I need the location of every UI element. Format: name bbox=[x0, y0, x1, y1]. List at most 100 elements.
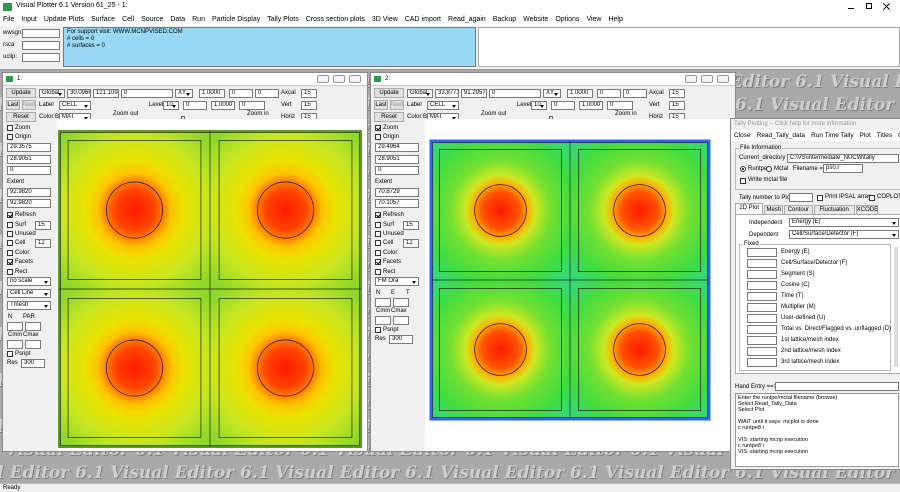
coords-field[interactable]: 121.1091 bbox=[93, 89, 119, 98]
vert-value[interactable]: 15 bbox=[301, 101, 317, 110]
radio[interactable] bbox=[740, 166, 746, 172]
tally-menu-item[interactable]: Read_Tally_data bbox=[756, 132, 806, 139]
window-button[interactable] bbox=[317, 75, 329, 83]
tab[interactable]: XCODE bbox=[855, 205, 879, 214]
checkbox[interactable] bbox=[869, 195, 875, 201]
hand-entry-field[interactable] bbox=[775, 382, 899, 391]
update-button[interactable]: Update bbox=[6, 88, 36, 98]
checkbox[interactable] bbox=[375, 268, 381, 275]
level-value[interactable]: 10 bbox=[531, 101, 547, 110]
checkbox[interactable] bbox=[375, 240, 381, 247]
tally-menu-item[interactable]: Titles bbox=[876, 132, 893, 139]
tally-menu-item[interactable]: Close bbox=[734, 132, 751, 139]
tally-number-field[interactable] bbox=[789, 193, 813, 202]
menu-item[interactable]: Cell bbox=[122, 16, 135, 23]
window-min-button[interactable] bbox=[846, 2, 856, 11]
coords-field[interactable]: 30.0966 bbox=[67, 89, 91, 98]
plot[interactable] bbox=[57, 119, 367, 451]
side-field[interactable]: 300 bbox=[389, 335, 413, 345]
side-field[interactable]: 70.1057 bbox=[375, 199, 419, 209]
factors-field[interactable]: 0 bbox=[255, 89, 279, 98]
side-field[interactable] bbox=[25, 340, 41, 350]
radio[interactable] bbox=[766, 166, 772, 172]
factors-field[interactable]: 1.0000 bbox=[567, 89, 593, 98]
side-field[interactable]: 0 bbox=[375, 166, 419, 176]
menu-item[interactable]: Cross section plots bbox=[305, 16, 365, 23]
checkbox[interactable] bbox=[7, 350, 13, 357]
fixed-field[interactable] bbox=[747, 248, 777, 257]
checkbox[interactable] bbox=[7, 240, 13, 247]
fixed-field[interactable] bbox=[747, 270, 777, 279]
factors-field[interactable]: 1.0000 bbox=[199, 89, 225, 98]
menu-item[interactable]: Run bbox=[192, 16, 205, 23]
factors-field[interactable]: 0 bbox=[229, 89, 253, 98]
checkbox[interactable] bbox=[7, 221, 13, 228]
checkbox[interactable] bbox=[375, 134, 381, 141]
menu-item[interactable]: 3D View bbox=[371, 16, 398, 23]
fixed-field[interactable] bbox=[747, 358, 777, 367]
side-select[interactable]: FM Ora bbox=[375, 277, 419, 286]
menu-item[interactable]: Surface bbox=[90, 16, 116, 23]
window-button[interactable] bbox=[685, 75, 697, 83]
window-button[interactable] bbox=[717, 75, 729, 83]
checkbox[interactable] bbox=[375, 249, 381, 256]
coords-field[interactable]: 0 bbox=[489, 89, 541, 98]
menu-item[interactable]: Help bbox=[608, 16, 623, 23]
plane[interactable]: XY bbox=[543, 89, 561, 98]
factors-field[interactable]: 0 bbox=[597, 89, 621, 98]
side-field[interactable]: 70.8729 bbox=[375, 187, 419, 197]
fixed-field[interactable] bbox=[747, 281, 777, 290]
menu-item[interactable]: View bbox=[586, 16, 602, 23]
side-field[interactable]: 29.3575 bbox=[7, 142, 51, 152]
checkbox[interactable] bbox=[375, 231, 381, 237]
coords-field[interactable]: 91.2957 bbox=[461, 89, 487, 98]
tab[interactable]: Fluctuation bbox=[813, 205, 855, 214]
side-field[interactable]: 92.9820 bbox=[7, 187, 51, 197]
checkbox[interactable] bbox=[375, 212, 381, 219]
level-fields-field[interactable]: 1.0000 bbox=[579, 101, 603, 110]
update-button[interactable]: Update bbox=[374, 88, 404, 98]
checkbox[interactable] bbox=[375, 259, 381, 266]
window-button[interactable] bbox=[701, 75, 713, 83]
fixed-field[interactable] bbox=[747, 303, 777, 312]
menu-item[interactable]: Website bbox=[523, 16, 549, 23]
side-field[interactable]: 15 bbox=[403, 220, 419, 230]
window-max-button[interactable] bbox=[864, 2, 874, 11]
side-field[interactable]: 12 bbox=[35, 239, 51, 249]
level-fields-field[interactable]: 0 bbox=[607, 101, 633, 110]
menu-item[interactable]: Read_again bbox=[448, 16, 486, 23]
fixed-field[interactable] bbox=[747, 347, 777, 356]
level-value[interactable]: 10 bbox=[163, 101, 179, 110]
plot[interactable] bbox=[425, 119, 735, 451]
side-field[interactable] bbox=[7, 340, 23, 350]
window-close-button[interactable] bbox=[882, 2, 892, 11]
side-select[interactable]: Tmesh bbox=[7, 301, 51, 310]
tab[interactable]: Contour bbox=[784, 205, 813, 214]
menu-item[interactable]: File bbox=[3, 16, 15, 23]
checkbox[interactable] bbox=[7, 212, 13, 219]
fixed-field[interactable] bbox=[747, 292, 777, 301]
side-field[interactable]: 29.4964 bbox=[375, 142, 419, 152]
fixed-field[interactable] bbox=[747, 259, 777, 268]
side-select[interactable]: no scale bbox=[7, 277, 51, 286]
toolbar-field[interactable] bbox=[22, 41, 60, 50]
toolbar-field[interactable] bbox=[22, 53, 60, 62]
origin-mode[interactable]: Global bbox=[407, 89, 433, 98]
coords-field[interactable]: 0 bbox=[121, 89, 173, 98]
filename-field[interactable]: ps0.r bbox=[823, 164, 863, 173]
next-button[interactable]: Next bbox=[22, 100, 36, 110]
dir-field[interactable]: C:\VS\intermediate_NUCW\tally bbox=[787, 154, 899, 163]
checkbox[interactable] bbox=[375, 326, 381, 333]
menu-item[interactable]: Options bbox=[555, 16, 580, 23]
coords-field[interactable]: 33.8771 bbox=[435, 89, 459, 98]
window-button[interactable] bbox=[333, 75, 345, 83]
reset-button[interactable]: Reset bbox=[6, 112, 36, 122]
menu-item[interactable]: Tally Plots bbox=[267, 16, 299, 23]
checkbox[interactable] bbox=[7, 249, 13, 256]
reset-button[interactable]: Reset bbox=[374, 112, 404, 122]
side-field[interactable] bbox=[393, 316, 409, 326]
vert-value[interactable]: 15 bbox=[669, 101, 685, 110]
independent-select[interactable]: Energy (E) bbox=[789, 218, 899, 227]
menu-item[interactable]: Update Plots bbox=[43, 16, 84, 23]
window-button[interactable] bbox=[349, 75, 361, 83]
